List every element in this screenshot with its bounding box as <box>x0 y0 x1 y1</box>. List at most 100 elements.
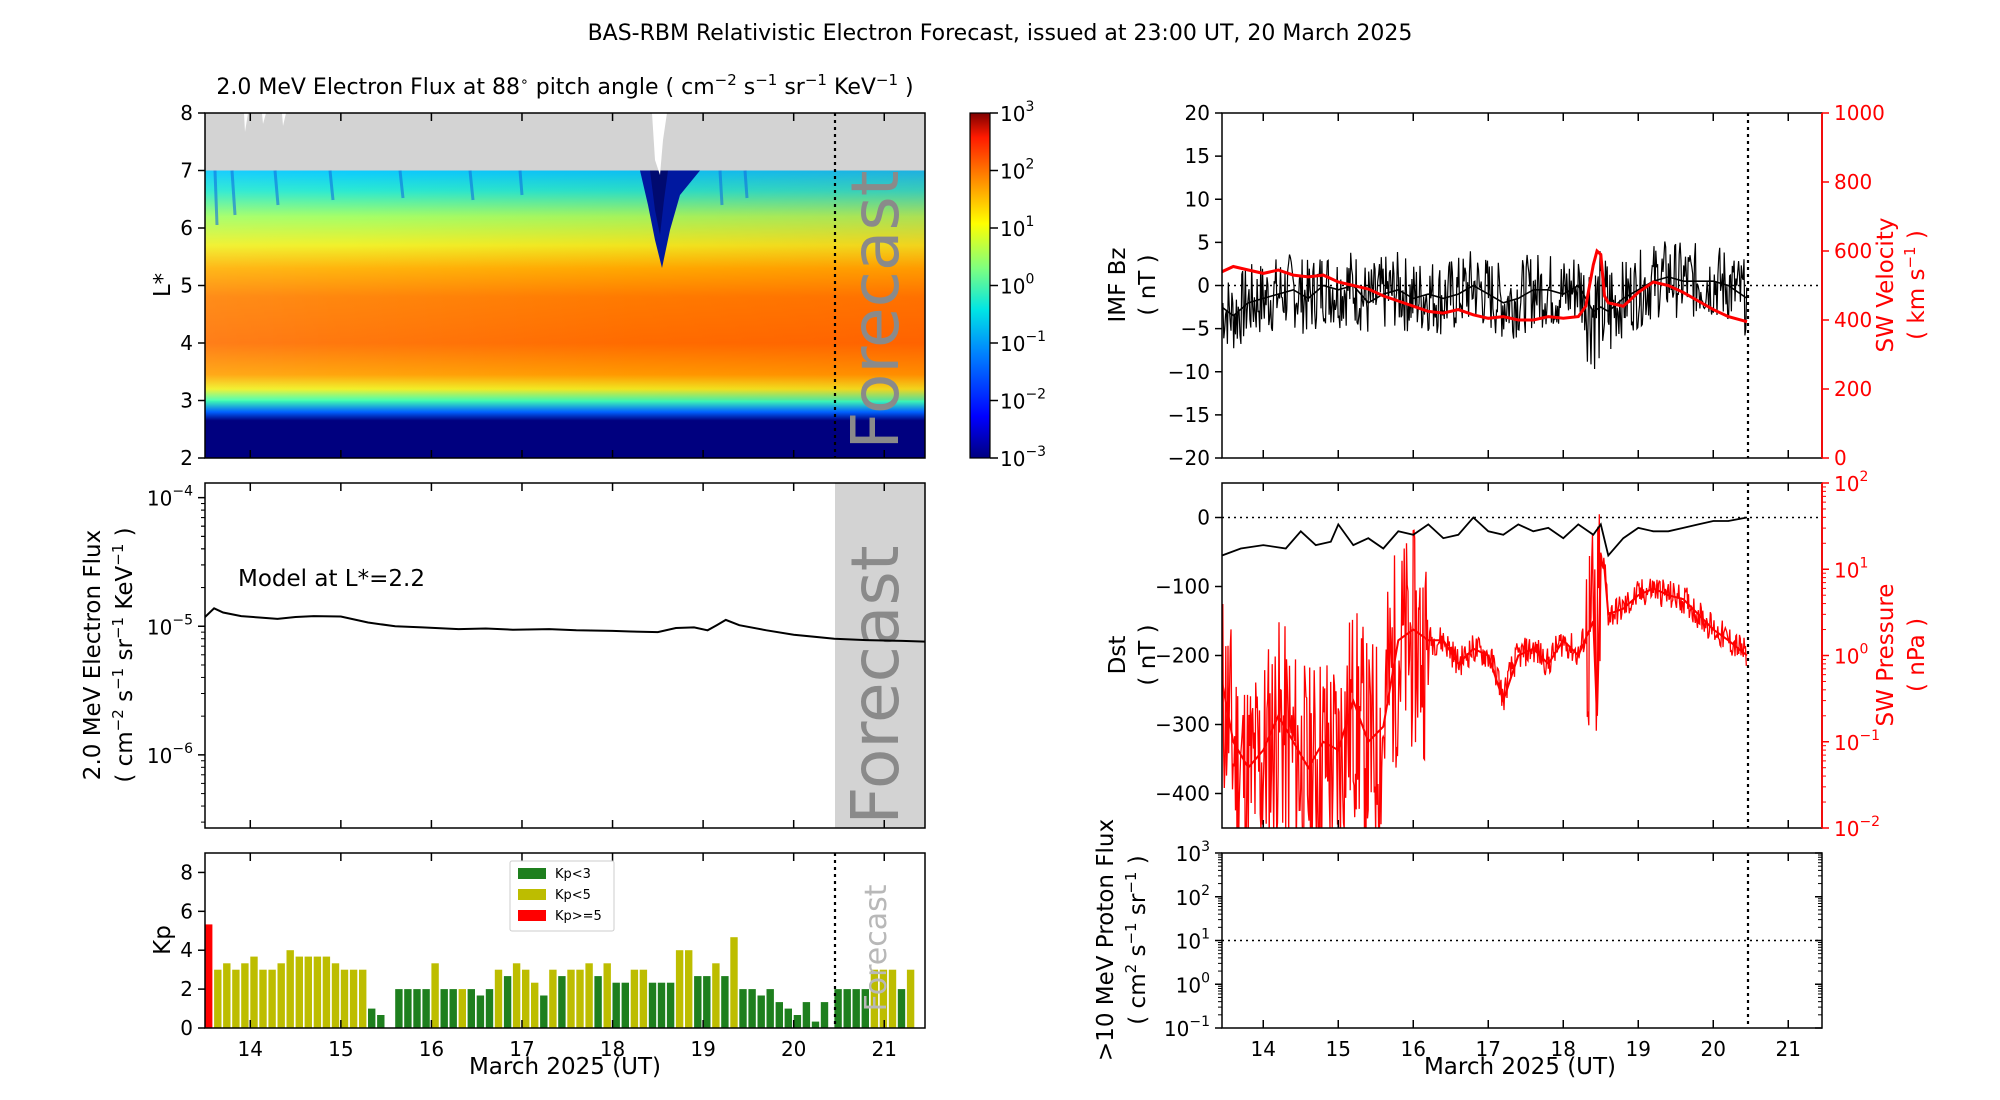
flux-line-panel: Forecast Model at L*=2.2 10−6 10−5 10−4 2.… <box>80 482 926 829</box>
kp-forecast-label: Forecast <box>859 884 894 1011</box>
x-tick-label: 15 <box>1326 1037 1351 1061</box>
y-tick-label-right: 10−1 <box>1834 728 1880 755</box>
x-tick-label: 20 <box>1701 1037 1726 1061</box>
y-tick-label: 2 <box>180 446 193 470</box>
sw-pressure-fluctuation <box>1222 514 1747 828</box>
kp-bar <box>259 969 267 1028</box>
sw-pressure-noise <box>1222 514 1747 828</box>
kp-bar <box>485 989 494 1028</box>
y-tick-label: 15 <box>1185 144 1210 168</box>
colorbar-tick-label: 100 <box>1000 272 1034 299</box>
kp-bar <box>359 969 367 1028</box>
kp-bar <box>739 989 747 1028</box>
kp-bar <box>879 969 888 1028</box>
kp-bar <box>712 963 720 1028</box>
kp-bar <box>757 995 765 1028</box>
proton-ylabel-line1: >10 MeV Proton Flux <box>1093 819 1119 1061</box>
kp-legend-swatch-mid <box>518 889 546 900</box>
y-tick-label-right: 0 <box>1834 446 1847 470</box>
y-tick-label: 100 <box>1176 970 1210 997</box>
kp-bar <box>377 1015 385 1028</box>
heatmap-ylabel: L* <box>150 273 176 297</box>
kp-bar <box>349 969 358 1028</box>
kp-bar <box>413 989 421 1028</box>
kp-bar <box>666 982 675 1028</box>
kp-bar <box>223 963 231 1028</box>
y-tick-label: −200 <box>1155 644 1210 668</box>
imf-panel: −20 −15 −10 −5 0 5 10 15 20 0 200 400 600 800 1000 IM… <box>1105 101 1930 470</box>
x-tick-label: 17 <box>509 1037 534 1061</box>
kp-bar <box>685 950 693 1028</box>
heatmap-above-data <box>205 113 925 171</box>
kp-bar <box>576 969 584 1028</box>
heatmap-dropout-core <box>650 170 668 235</box>
kp-bar <box>657 982 666 1028</box>
kp-bar <box>694 976 702 1028</box>
y-tick-label: 102 <box>1176 883 1210 910</box>
kp-bar <box>603 963 611 1028</box>
y-tick-label-right: 10−2 <box>1834 814 1880 841</box>
colorbar: 10−3 10−2 10−1 100 101 102 103 <box>969 99 1046 471</box>
kp-bar <box>313 956 322 1028</box>
heatmap-shade <box>205 170 925 401</box>
kp-bar <box>404 989 412 1028</box>
kp-bar <box>594 976 602 1028</box>
y-tick-label: 8 <box>180 860 193 884</box>
kp-xlabel: March 2025 (UT) <box>469 1054 661 1080</box>
kp-bar <box>558 976 566 1028</box>
x-tick-label: 17 <box>1476 1037 1501 1061</box>
kp-bar <box>440 989 448 1028</box>
y-tick-label-right: 100 <box>1834 642 1868 669</box>
x-tick-label: 18 <box>600 1037 625 1061</box>
y-tick-label-right: 600 <box>1834 239 1872 263</box>
proton-y-axis: 10−1 100 101 102 103 <box>1164 839 1822 1041</box>
colorbar-tick-label: 103 <box>1000 99 1034 126</box>
kp-legend-swatch-high <box>518 910 546 921</box>
flux-forecast-label: Forecast <box>837 545 914 824</box>
kp-panel: Forecast 0 2 4 6 8 14 15 16 17 18 19 20 21 Kp March… <box>150 852 926 1080</box>
x-tick-label: 15 <box>328 1037 353 1061</box>
kp-bar <box>250 956 258 1028</box>
imf-left-axis: −20 −15 −10 −5 0 5 10 15 20 <box>1168 101 1222 470</box>
kp-bar <box>648 982 657 1028</box>
heatmap-forecast-label: Forecast <box>837 170 914 449</box>
kp-bar <box>277 963 285 1028</box>
x-tick-label: 14 <box>238 1037 263 1061</box>
proton-ylabel-units: ( cm2 s−1 sr−1 ) <box>1122 855 1151 1025</box>
y-tick-label: 7 <box>180 159 193 183</box>
kp-bar <box>843 989 851 1028</box>
kp-legend-swatch-low <box>518 868 546 879</box>
kp-bar <box>861 989 869 1028</box>
vel-ylabel-units: ( km s−1 ) <box>1901 230 1930 340</box>
x-tick-label: 19 <box>690 1037 715 1061</box>
y-tick-label: 5 <box>180 274 193 298</box>
kp-bar <box>766 989 774 1028</box>
flux-ylabel-units: ( cm−2 s−1 sr−1 KeV−1 ) <box>109 527 138 782</box>
kp-legend-label-high: Kp>=5 <box>555 909 602 924</box>
kp-y-axis: 0 2 4 6 8 <box>180 860 205 1040</box>
y-tick-label: −300 <box>1155 713 1210 737</box>
kp-bar <box>567 969 575 1028</box>
dst-ylabel-units: ( nT ) <box>1135 624 1161 685</box>
kp-bar <box>322 956 331 1028</box>
heatmap-image <box>205 113 925 458</box>
colorbar-tick-label: 10−2 <box>1000 387 1046 414</box>
kp-bar <box>205 924 213 1028</box>
kp-bar <box>906 969 915 1028</box>
colorbar-tick-label: 102 <box>1000 157 1034 184</box>
kp-bar <box>476 995 485 1028</box>
y-tick-label: 0 <box>180 1016 193 1040</box>
heatmap-y-axis: 2 3 4 5 6 7 8 <box>180 101 205 470</box>
y-tick-label-right: 400 <box>1834 308 1872 332</box>
kp-bar <box>340 969 349 1028</box>
kp-bar <box>612 982 620 1028</box>
kp-legend-label-low: Kp<3 <box>555 867 591 882</box>
sw-velocity-right-axis: 0 200 400 600 800 1000 <box>1821 101 1885 470</box>
y-tick-label: −400 <box>1155 782 1210 806</box>
kp-bar <box>775 1002 783 1028</box>
kp-bar <box>214 969 222 1028</box>
heatmap-streaks <box>213 170 749 226</box>
y-tick-label-right: 200 <box>1834 377 1872 401</box>
x-tick-label: 21 <box>872 1037 897 1061</box>
